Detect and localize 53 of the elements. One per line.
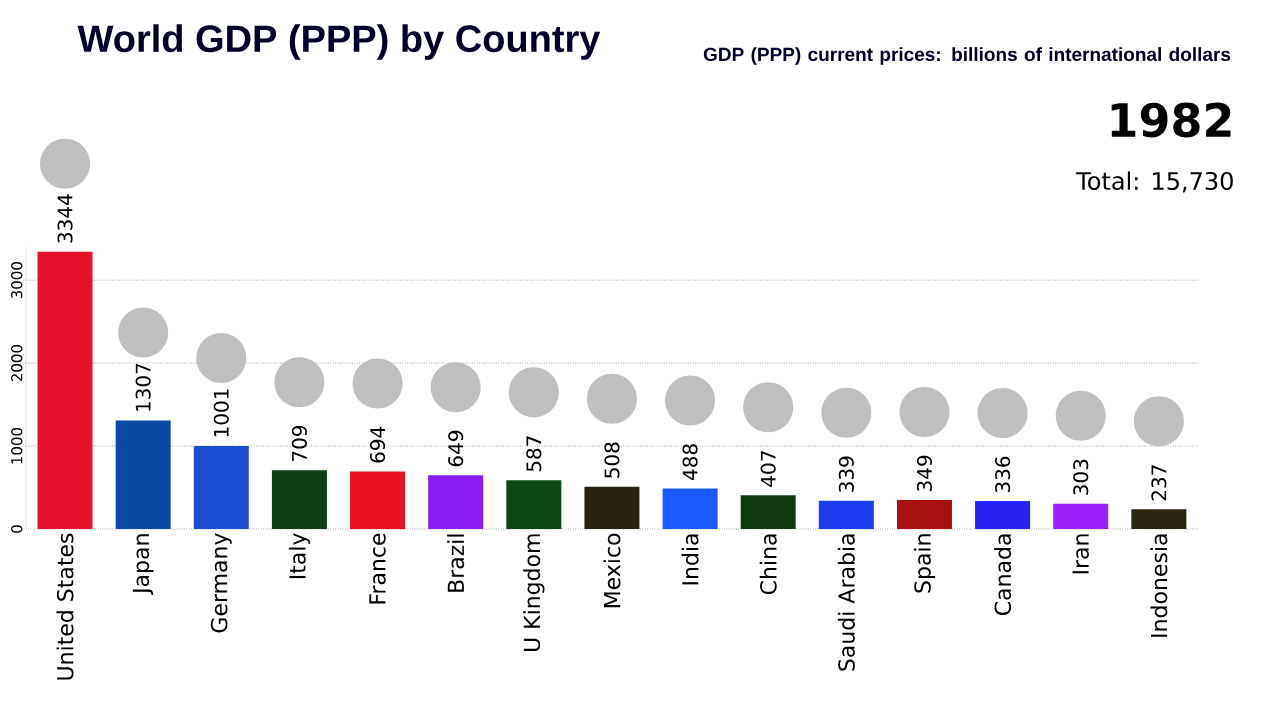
bar — [428, 475, 484, 529]
data-label: 237 — [1151, 465, 1167, 501]
bar — [975, 501, 1031, 529]
y-tick-label: 1000 — [11, 427, 23, 464]
x-tick-label: Japan — [132, 534, 154, 596]
x-tick-label: U Kingdom — [523, 534, 545, 652]
x-tick-label: Iran — [1072, 534, 1089, 574]
y-tick-label: 3000 — [11, 262, 23, 299]
data-label: 303 — [1073, 459, 1089, 495]
bar — [662, 488, 718, 529]
bar — [584, 486, 640, 529]
x-tick-label: India — [681, 534, 699, 585]
data-label: 709 — [291, 425, 307, 461]
bar — [818, 500, 874, 529]
x-tick-label: Saudi Arabia — [837, 534, 855, 671]
x-tick-label: Spain — [913, 534, 936, 593]
x-tick-label: United States — [56, 533, 74, 680]
x-tick-label: China — [759, 534, 777, 595]
data-label: 1001 — [213, 389, 229, 437]
data-label: 1307 — [135, 363, 151, 411]
bar — [193, 445, 249, 529]
bar — [896, 500, 952, 529]
x-tick-label: Italy — [288, 533, 311, 579]
y-tick-label: 0 — [11, 525, 23, 533]
y-tick-label: 2000 — [11, 345, 23, 382]
bar — [506, 480, 562, 529]
x-tick-label: Mexico — [603, 533, 621, 608]
data-label: 339 — [838, 456, 854, 492]
x-tick-label: Canada — [994, 534, 1012, 615]
x-tick-label: Germany — [210, 533, 232, 633]
data-label: 508 — [604, 442, 620, 478]
data-label: 587 — [526, 436, 542, 472]
bar — [1053, 503, 1109, 529]
data-label: 349 — [916, 455, 933, 491]
data-label: 649 — [448, 430, 464, 467]
bar — [740, 495, 796, 529]
bar — [271, 470, 327, 529]
data-label: 694 — [369, 426, 386, 463]
chart-subtitle: GDP (PPP) current prices: billions of international dollars — [703, 47, 1231, 65]
chart-title: World GDP (PPP) by Country — [77, 24, 601, 60]
data-label: 407 — [760, 451, 776, 487]
bar — [1131, 509, 1187, 529]
data-label: 336 — [995, 456, 1011, 493]
bar — [350, 471, 406, 529]
x-tick-label: Indonesia — [1150, 534, 1168, 637]
data-label: 488 — [682, 444, 698, 481]
data-label: 3344 — [57, 194, 73, 243]
text: 1982 — [1111, 102, 1231, 138]
x-tick-label: Brazil — [447, 534, 465, 592]
text: Total: 15,730 — [1076, 171, 1233, 193]
bar — [37, 251, 93, 529]
bar — [115, 420, 171, 529]
x-tick-label: France — [369, 533, 386, 604]
